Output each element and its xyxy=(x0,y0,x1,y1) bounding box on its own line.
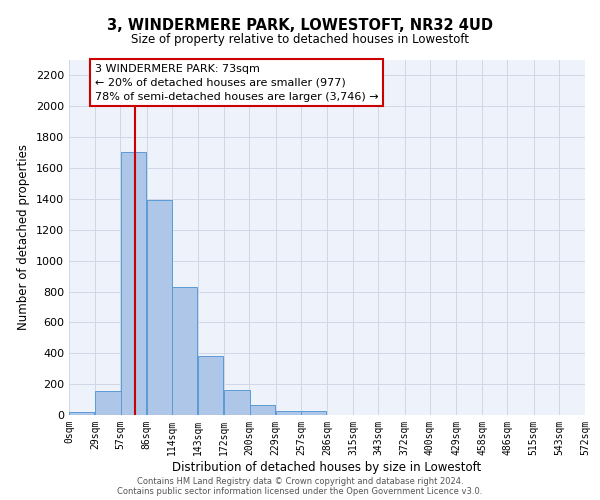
Bar xyxy=(198,356,223,415)
Bar xyxy=(69,412,94,415)
X-axis label: Distribution of detached houses by size in Lowestoft: Distribution of detached houses by size … xyxy=(172,460,482,473)
Y-axis label: Number of detached properties: Number of detached properties xyxy=(17,144,31,330)
Bar xyxy=(172,287,197,415)
Text: Size of property relative to detached houses in Lowestoft: Size of property relative to detached ho… xyxy=(131,32,469,46)
Bar xyxy=(250,405,275,415)
Bar xyxy=(147,200,172,415)
Text: Contains HM Land Registry data © Crown copyright and database right 2024.
Contai: Contains HM Land Registry data © Crown c… xyxy=(118,476,482,496)
Bar xyxy=(276,411,301,415)
Bar xyxy=(224,390,250,415)
Bar xyxy=(95,391,121,415)
Bar xyxy=(301,411,326,415)
Bar xyxy=(121,152,146,415)
Text: 3, WINDERMERE PARK, LOWESTOFT, NR32 4UD: 3, WINDERMERE PARK, LOWESTOFT, NR32 4UD xyxy=(107,18,493,32)
Text: 3 WINDERMERE PARK: 73sqm
← 20% of detached houses are smaller (977)
78% of semi-: 3 WINDERMERE PARK: 73sqm ← 20% of detach… xyxy=(95,64,379,102)
